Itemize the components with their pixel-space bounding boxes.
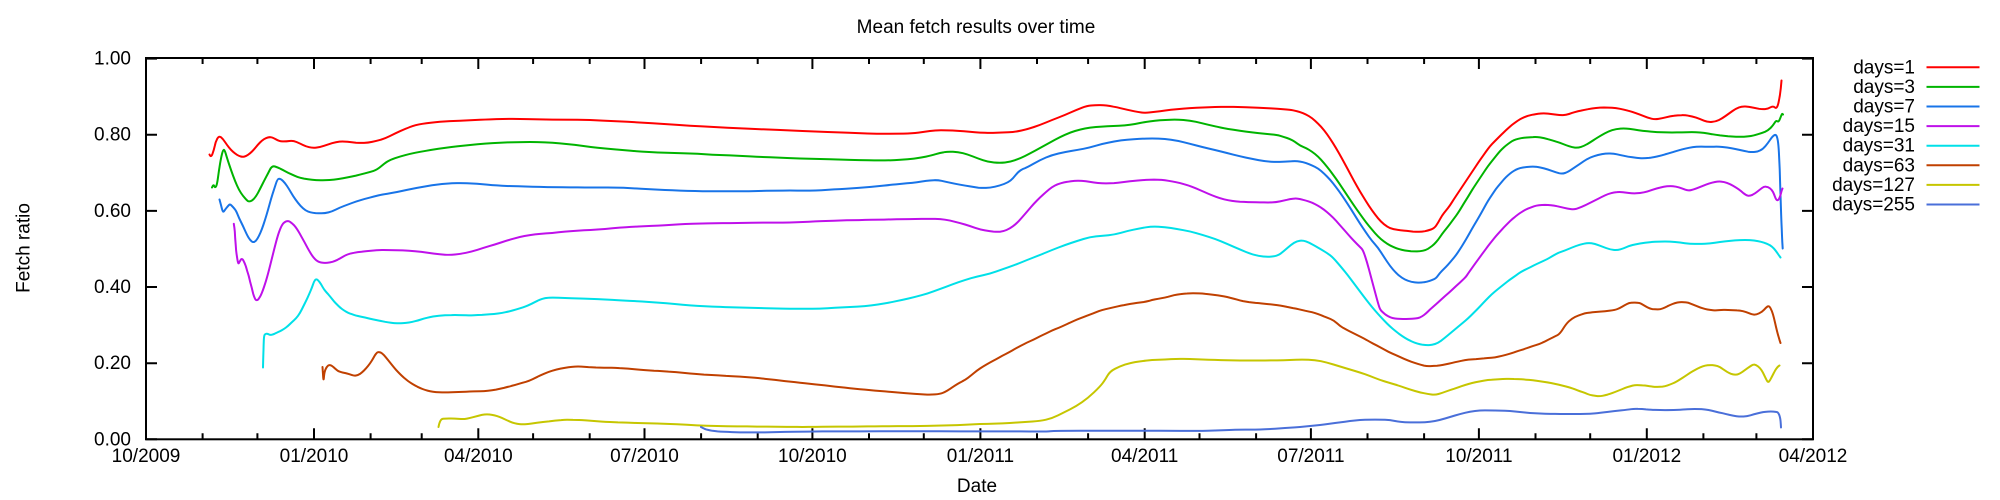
svg-text:04/2012: 04/2012 bbox=[1779, 446, 1848, 467]
svg-text:Mean fetch results over time: Mean fetch results over time bbox=[857, 17, 1096, 38]
svg-text:01/2011: 01/2011 bbox=[947, 446, 1014, 467]
svg-text:days=31: days=31 bbox=[1843, 136, 1915, 157]
svg-text:10/2009: 10/2009 bbox=[112, 446, 181, 467]
svg-text:0.60: 0.60 bbox=[94, 201, 131, 222]
svg-text:01/2010: 01/2010 bbox=[280, 446, 349, 467]
svg-text:07/2011: 07/2011 bbox=[1277, 446, 1344, 467]
svg-text:10/2010: 10/2010 bbox=[778, 446, 847, 467]
svg-text:days=1: days=1 bbox=[1853, 57, 1915, 78]
svg-text:01/2012: 01/2012 bbox=[1612, 446, 1681, 467]
svg-text:04/2010: 04/2010 bbox=[444, 446, 513, 467]
svg-text:Fetch ratio: Fetch ratio bbox=[14, 203, 35, 293]
svg-text:1.00: 1.00 bbox=[94, 49, 131, 70]
svg-text:days=7: days=7 bbox=[1853, 97, 1915, 118]
svg-text:10/2011: 10/2011 bbox=[1445, 446, 1512, 467]
svg-text:0.40: 0.40 bbox=[94, 277, 131, 298]
svg-text:Date: Date bbox=[957, 476, 997, 497]
svg-text:days=15: days=15 bbox=[1843, 116, 1915, 137]
svg-text:04/2011: 04/2011 bbox=[1111, 446, 1178, 467]
svg-text:days=255: days=255 bbox=[1832, 195, 1915, 216]
svg-text:days=127: days=127 bbox=[1832, 175, 1915, 196]
svg-text:days=63: days=63 bbox=[1843, 155, 1915, 176]
svg-text:07/2010: 07/2010 bbox=[610, 446, 679, 467]
svg-text:days=3: days=3 bbox=[1853, 77, 1915, 98]
svg-text:0.00: 0.00 bbox=[94, 429, 131, 450]
svg-text:0.80: 0.80 bbox=[94, 125, 131, 146]
svg-text:0.20: 0.20 bbox=[94, 353, 131, 374]
